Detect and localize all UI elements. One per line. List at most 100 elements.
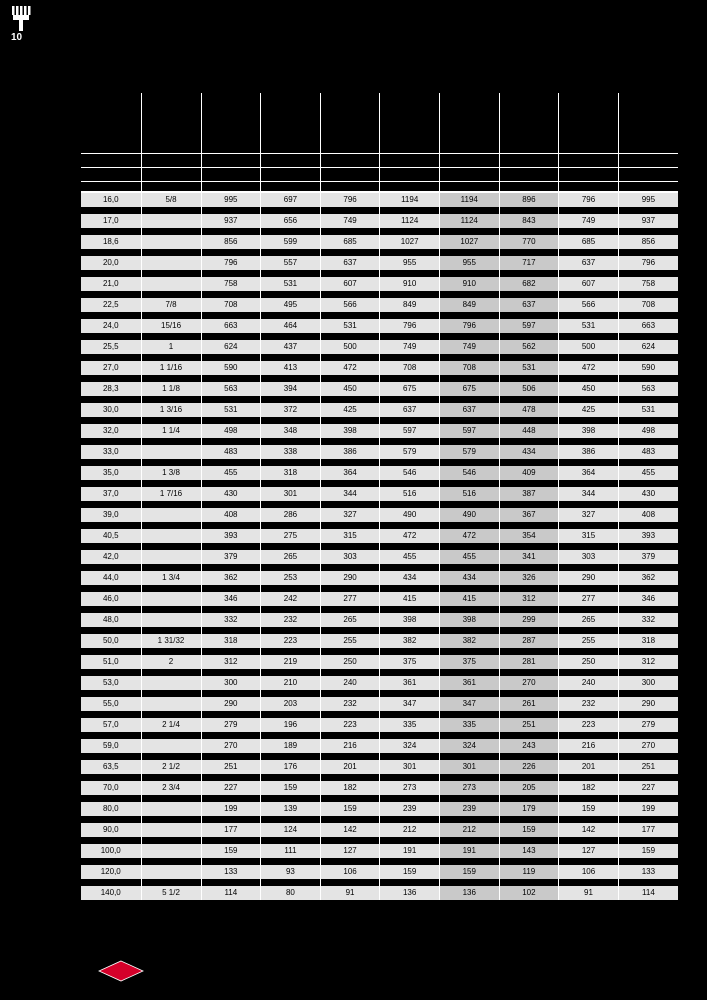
table-cell: 159 — [380, 865, 440, 879]
table-cell: 335 — [380, 718, 440, 732]
table-cell: 796 — [439, 319, 499, 333]
table-cell: 133 — [201, 865, 261, 879]
table-cell: 32,0 — [81, 424, 141, 438]
table-cell: 203 — [261, 697, 321, 711]
table-cell: 495 — [261, 298, 321, 312]
table-spacer-row — [81, 627, 678, 634]
table-cell: 251 — [499, 718, 559, 732]
table-cell: 100,0 — [81, 844, 141, 858]
table-cell: 362 — [618, 571, 678, 585]
table-cell: 483 — [201, 445, 261, 459]
table-row: 120,013393106159159119106133 — [81, 865, 678, 879]
table-cell: 749 — [559, 214, 619, 228]
table-cell: 379 — [618, 550, 678, 564]
table-cell: 273 — [439, 781, 499, 795]
table-cell: 80 — [261, 886, 321, 900]
table-row: 53,0300210240361361270240300 — [81, 676, 678, 690]
table-cell: 140,0 — [81, 886, 141, 900]
table-cell: 843 — [499, 214, 559, 228]
table-cell: 15/16 — [141, 319, 201, 333]
table-cell: 364 — [320, 466, 380, 480]
table-row: 33,0483338386579579434386483 — [81, 445, 678, 459]
table-cell: 637 — [499, 298, 559, 312]
table-cell: 910 — [439, 277, 499, 291]
table-cell: 114 — [201, 886, 261, 900]
table-cell: 277 — [559, 592, 619, 606]
table-row: 140,05 1/2114809113613610291114 — [81, 886, 678, 900]
table-spacer-row — [81, 291, 678, 298]
table-cell: 346 — [618, 592, 678, 606]
table-cell: 472 — [320, 361, 380, 375]
table-cell: 53,0 — [81, 676, 141, 690]
table-spacer-row — [81, 648, 678, 655]
table-row: 25,51624437500749749562500624 — [81, 340, 678, 354]
table-cell: 856 — [201, 235, 261, 249]
table-cell: 685 — [559, 235, 619, 249]
table-cell: 201 — [320, 760, 380, 774]
table-spacer-row — [81, 228, 678, 235]
table-cell: 25,5 — [81, 340, 141, 354]
table-row: 63,52 1/2251176201301301226201251 — [81, 760, 678, 774]
table-cell: 127 — [559, 844, 619, 858]
table-row: 37,01 7/16430301344516516387344430 — [81, 487, 678, 501]
table-cell: 127 — [320, 844, 380, 858]
table-cell: 1194 — [439, 192, 499, 207]
table-cell: 910 — [380, 277, 440, 291]
table-cell: 281 — [499, 655, 559, 669]
table-spacer-row — [81, 480, 678, 487]
table-cell: 563 — [618, 382, 678, 396]
table-cell: 7/8 — [141, 298, 201, 312]
table-cell: 796 — [559, 192, 619, 207]
table-cell: 637 — [320, 256, 380, 270]
table-cell: 273 — [380, 781, 440, 795]
table-cell: 37,0 — [81, 487, 141, 501]
table-row: 55,0290203232347347261232290 — [81, 697, 678, 711]
table-cell: 265 — [320, 613, 380, 627]
table-cell: 106 — [320, 865, 380, 879]
table-cell: 663 — [618, 319, 678, 333]
table-cell: 2 3/4 — [141, 781, 201, 795]
table-cell: 223 — [320, 718, 380, 732]
table-row: 16,05/899569779611941194896796995 — [81, 192, 678, 207]
table-spacer-row — [81, 774, 678, 781]
table-cell: 1 1/8 — [141, 382, 201, 396]
table-cell: 546 — [380, 466, 440, 480]
table-cell: 749 — [320, 214, 380, 228]
table-cell: 717 — [499, 256, 559, 270]
table-cell: 277 — [320, 592, 380, 606]
table-cell: 361 — [380, 676, 440, 690]
table-cell: 210 — [261, 676, 321, 690]
table-row: 24,015/16663464531796796597531663 — [81, 319, 678, 333]
table-cell: 143 — [499, 844, 559, 858]
table-cell: 1 — [141, 340, 201, 354]
table-cell: 386 — [320, 445, 380, 459]
table-cell: 303 — [559, 550, 619, 564]
table-cell: 226 — [499, 760, 559, 774]
table-cell: 30,0 — [81, 403, 141, 417]
table-cell: 301 — [261, 487, 321, 501]
table-cell: 191 — [380, 844, 440, 858]
table-row: 100,0159111127191191143127159 — [81, 844, 678, 858]
table-cell: 318 — [261, 466, 321, 480]
table-cell: 315 — [320, 529, 380, 543]
table-row: 80,0199139159239239179159199 — [81, 802, 678, 816]
table-cell: 483 — [618, 445, 678, 459]
table-row: 18,685659968510271027770685856 — [81, 235, 678, 249]
table-cell: 251 — [618, 760, 678, 774]
table-cell: 415 — [380, 592, 440, 606]
table-cell: 796 — [380, 319, 440, 333]
table-cell: 398 — [320, 424, 380, 438]
table-cell: 201 — [559, 760, 619, 774]
table-cell: 35,0 — [81, 466, 141, 480]
table-cell: 91 — [320, 886, 380, 900]
table-cell: 21,0 — [81, 277, 141, 291]
table-cell: 1 3/16 — [141, 403, 201, 417]
table-cell: 219 — [261, 655, 321, 669]
table-cell: 265 — [559, 613, 619, 627]
table-cell: 685 — [320, 235, 380, 249]
table-cell: 1027 — [439, 235, 499, 249]
table-cell: 42,0 — [81, 550, 141, 564]
table-cell: 133 — [618, 865, 678, 879]
table-cell: 361 — [439, 676, 499, 690]
table-cell: 239 — [439, 802, 499, 816]
